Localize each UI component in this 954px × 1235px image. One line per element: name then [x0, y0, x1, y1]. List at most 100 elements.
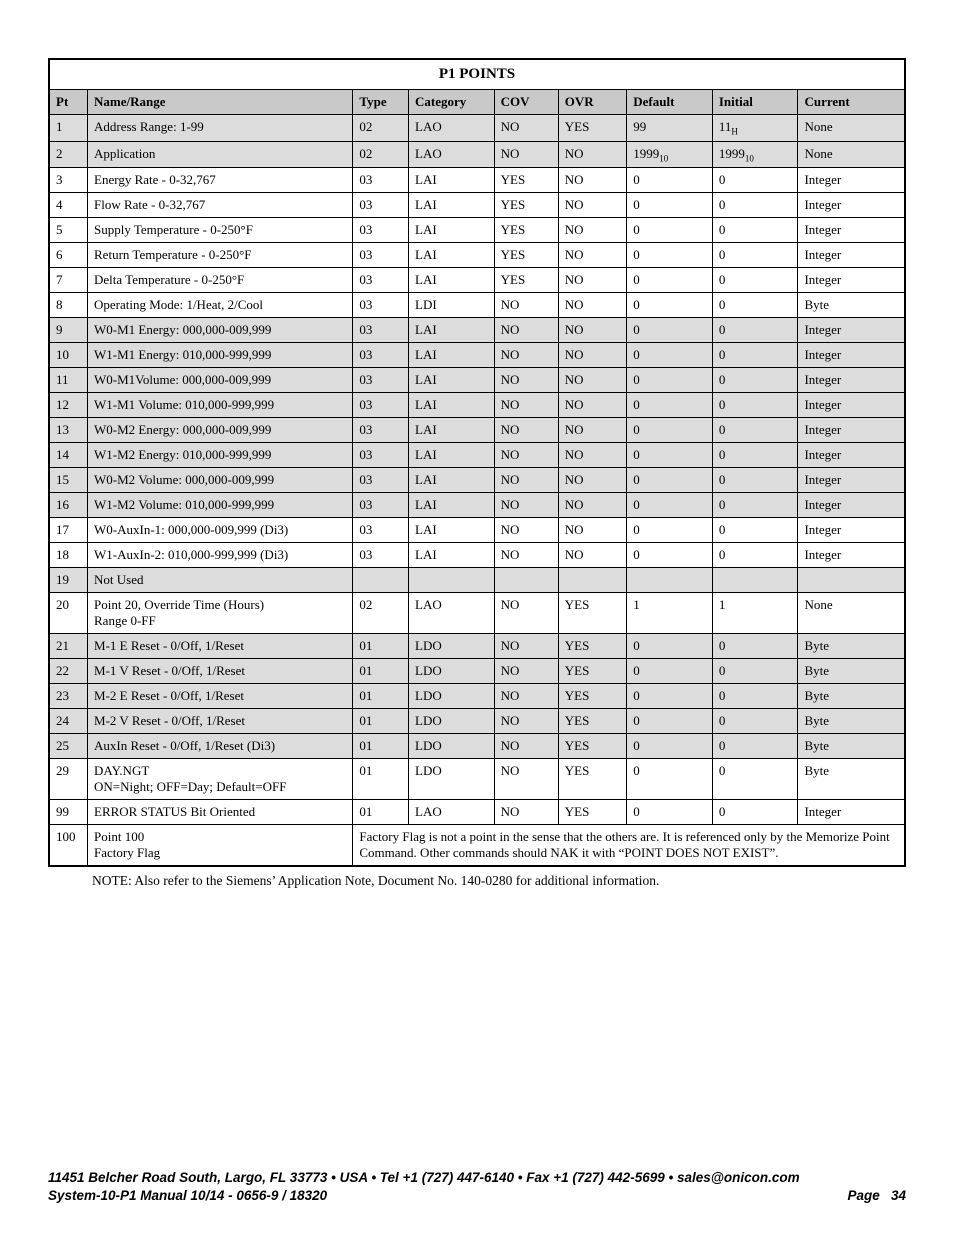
table-cell: [558, 568, 626, 593]
table-cell: 11: [49, 368, 88, 393]
table-row: 20Point 20, Override Time (Hours)Range 0…: [49, 593, 905, 634]
table-cell: 03: [353, 193, 409, 218]
table-cell: 0: [627, 368, 713, 393]
table-cell: NO: [558, 293, 626, 318]
table-row: 24M-2 V Reset - 0/Off, 1/Reset01LDONOYES…: [49, 709, 905, 734]
table-cell: NO: [558, 468, 626, 493]
table-cell: 0: [627, 800, 713, 825]
table-cell: NO: [494, 543, 558, 568]
table-cell: 0: [627, 293, 713, 318]
table-cell: NO: [558, 543, 626, 568]
table-cell: LAI: [409, 368, 495, 393]
table-cell: LAO: [409, 115, 495, 142]
table-cell: Integer: [798, 418, 905, 443]
table-cell: Byte: [798, 293, 905, 318]
table-cell: LAI: [409, 193, 495, 218]
table-cell: NO: [494, 659, 558, 684]
table-row: 3Energy Rate - 0-32,76703LAIYESNO00Integ…: [49, 168, 905, 193]
table-cell: NO: [494, 634, 558, 659]
table-cell: 01: [353, 759, 409, 800]
table-cell: LAI: [409, 218, 495, 243]
column-header: Pt: [49, 90, 88, 115]
table-row: 13W0-M2 Energy: 000,000-009,99903LAINONO…: [49, 418, 905, 443]
table-cell: Integer: [798, 493, 905, 518]
table-cell: NO: [494, 734, 558, 759]
table-cell: 11H: [712, 115, 798, 142]
table-cell: W0-AuxIn-1: 000,000-009,999 (Di3): [88, 518, 353, 543]
table-cell: Point 100Factory Flag: [88, 825, 353, 867]
table-cell: 0: [712, 293, 798, 318]
table-cell: NO: [494, 493, 558, 518]
table-cell: 0: [712, 218, 798, 243]
table-cell: NO: [558, 368, 626, 393]
table-cell: [409, 568, 495, 593]
table-cell: 0: [627, 218, 713, 243]
table-cell: M-1 V Reset - 0/Off, 1/Reset: [88, 659, 353, 684]
table-row: 19Not Used: [49, 568, 905, 593]
table-cell: NO: [494, 443, 558, 468]
table-cell: NO: [558, 193, 626, 218]
table-cell: 02: [353, 141, 409, 168]
table-cell: 8: [49, 293, 88, 318]
table-cell: LAI: [409, 543, 495, 568]
table-cell: NO: [494, 709, 558, 734]
table-cell: LAI: [409, 518, 495, 543]
table-cell: 1: [627, 593, 713, 634]
table-row: 9W0-M1 Energy: 000,000-009,99903LAINONO0…: [49, 318, 905, 343]
table-cell: 29: [49, 759, 88, 800]
table-cell: NO: [558, 493, 626, 518]
table-cell: Supply Temperature - 0-250°F: [88, 218, 353, 243]
table-cell: Energy Rate - 0-32,767: [88, 168, 353, 193]
table-cell: 0: [712, 368, 798, 393]
table-cell: Operating Mode: 1/Heat, 2/Cool: [88, 293, 353, 318]
table-cell: 0: [712, 800, 798, 825]
table-cell: LAI: [409, 168, 495, 193]
table-cell: 0: [712, 518, 798, 543]
table-cell: 99: [627, 115, 713, 142]
table-note: NOTE: Also refer to the Siemens’ Applica…: [48, 873, 906, 889]
table-row: 21M-1 E Reset - 0/Off, 1/Reset01LDONOYES…: [49, 634, 905, 659]
table-cell: [798, 568, 905, 593]
table-cell: Integer: [798, 343, 905, 368]
table-cell: 20: [49, 593, 88, 634]
table-cell: 0: [712, 709, 798, 734]
table-cell: 0: [627, 343, 713, 368]
table-cell: Integer: [798, 268, 905, 293]
table-cell: Byte: [798, 684, 905, 709]
table-cell: M-1 E Reset - 0/Off, 1/Reset: [88, 634, 353, 659]
table-cell: 0: [627, 443, 713, 468]
table-row: 2Application02LAONONO199910199910None: [49, 141, 905, 168]
table-cell: LAI: [409, 318, 495, 343]
table-cell: 03: [353, 518, 409, 543]
column-header: OVR: [558, 90, 626, 115]
table-cell: 01: [353, 634, 409, 659]
table-row: 11W0-M1Volume: 000,000-009,99903LAINONO0…: [49, 368, 905, 393]
table-cell: 24: [49, 709, 88, 734]
table-cell: LAI: [409, 493, 495, 518]
table-cell: 0: [712, 468, 798, 493]
table-cell: YES: [558, 659, 626, 684]
table-cell: 0: [712, 268, 798, 293]
table-cell: Integer: [798, 800, 905, 825]
table-cell: 0: [712, 168, 798, 193]
column-header: Default: [627, 90, 713, 115]
table-row: 16W1-M2 Volume: 010,000-999,99903LAINONO…: [49, 493, 905, 518]
table-cell: YES: [558, 800, 626, 825]
table-cell: NO: [494, 393, 558, 418]
table-cell: YES: [558, 759, 626, 800]
table-row: 5Supply Temperature - 0-250°F03LAIYESNO0…: [49, 218, 905, 243]
table-cell: NO: [494, 318, 558, 343]
table-cell: 6: [49, 243, 88, 268]
table-cell: YES: [558, 709, 626, 734]
table-cell: 03: [353, 543, 409, 568]
table-cell: 7: [49, 268, 88, 293]
table-cell: NO: [494, 468, 558, 493]
table-row: 7Delta Temperature - 0-250°F03LAIYESNO00…: [49, 268, 905, 293]
table-cell: LAI: [409, 243, 495, 268]
table-cell: 0: [627, 418, 713, 443]
table-cell: LDO: [409, 709, 495, 734]
table-cell: LDO: [409, 659, 495, 684]
table-row: 15W0-M2 Volume: 000,000-009,99903LAINONO…: [49, 468, 905, 493]
table-cell: YES: [494, 218, 558, 243]
table-cell: Not Used: [88, 568, 353, 593]
